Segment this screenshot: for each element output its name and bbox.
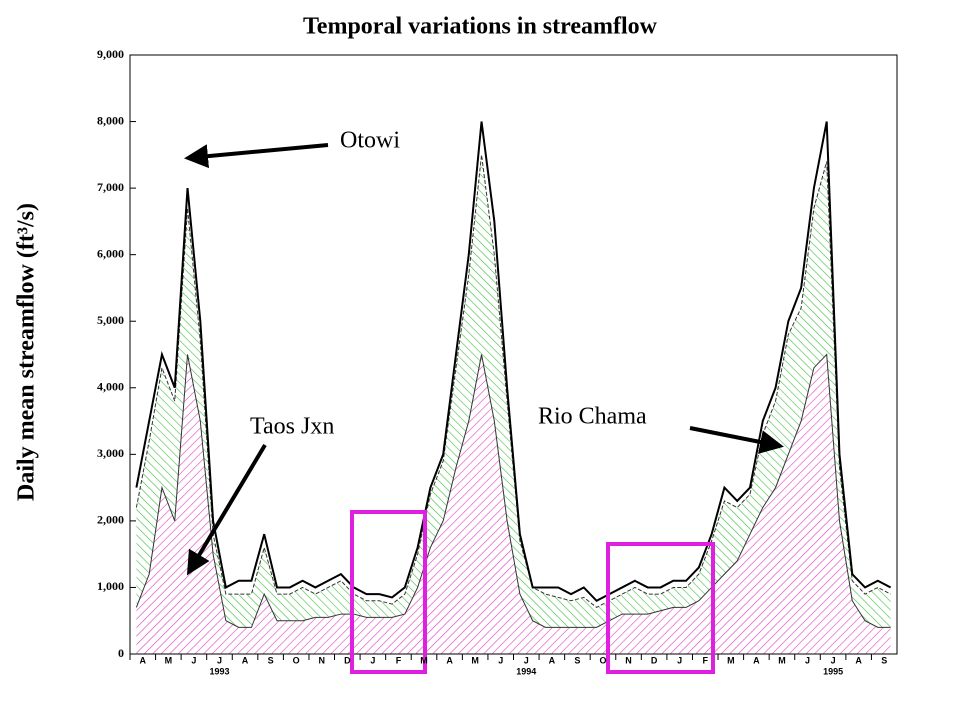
arrow xyxy=(689,426,784,454)
chart-title: Temporal variations in streamflow xyxy=(303,14,658,40)
x-tick-label: S xyxy=(268,655,274,665)
x-tick-label: M xyxy=(727,655,735,665)
x-tick-label: A xyxy=(753,655,760,665)
y-tick-label: 1,000 xyxy=(97,579,124,593)
x-tick-label: F xyxy=(703,655,709,665)
x-tick-label: J xyxy=(370,655,375,665)
x-tick-label: D xyxy=(344,655,351,665)
area-fill xyxy=(136,154,891,628)
x-tick-label: J xyxy=(805,655,810,665)
x-tick-label: J xyxy=(498,655,503,665)
annotation: Taos Jxn xyxy=(250,414,334,440)
x-tick-label: F xyxy=(396,655,402,665)
year-label: 1994 xyxy=(516,666,536,676)
arrow xyxy=(184,143,329,169)
y-tick-label: 8,000 xyxy=(97,113,124,127)
x-tick-label: J xyxy=(191,655,196,665)
x-tick-label: D xyxy=(651,655,658,665)
y-tick-label: 4,000 xyxy=(97,380,124,394)
x-tick-label: N xyxy=(319,655,326,665)
area-line xyxy=(135,154,891,609)
x-tick-label: J xyxy=(831,655,836,665)
x-tick-label: A xyxy=(140,655,147,665)
x-tick-label: A xyxy=(549,655,556,665)
x-tick-label: M xyxy=(165,655,173,665)
y-axis-label: Daily mean streamflow (ft³/s) xyxy=(14,203,40,501)
y-tick-label: 5,000 xyxy=(97,313,124,327)
x-tick-label: O xyxy=(293,655,300,665)
annotation: Rio Chama xyxy=(538,404,647,430)
year-label: 1995 xyxy=(823,666,843,676)
y-tick-label: 2,000 xyxy=(97,513,124,527)
x-tick-label: O xyxy=(599,655,606,665)
x-tick-label: M xyxy=(471,655,479,665)
x-tick-label: A xyxy=(242,655,249,665)
x-tick-label: A xyxy=(446,655,453,665)
area-fill xyxy=(136,354,891,654)
highlight-box xyxy=(350,510,427,674)
highlight-box xyxy=(606,542,715,674)
x-tick-label: S xyxy=(881,655,887,665)
plot-area xyxy=(135,121,892,654)
x-tick-label: J xyxy=(677,655,682,665)
y-tick-label: 0 xyxy=(118,646,124,660)
x-tick-label: J xyxy=(217,655,222,665)
y-tick-label: 3,000 xyxy=(97,446,124,460)
x-tick-label: J xyxy=(524,655,529,665)
year-label: 1993 xyxy=(209,666,229,676)
x-tick-label: M xyxy=(420,655,428,665)
y-tick-label: 7,000 xyxy=(97,180,124,194)
x-tick-label: A xyxy=(855,655,862,665)
y-tick-label: 6,000 xyxy=(97,246,124,260)
line xyxy=(135,121,892,602)
y-tick-label: 9,000 xyxy=(97,47,124,61)
arrow xyxy=(186,443,267,576)
annotation: Otowi xyxy=(340,128,400,154)
x-tick-label: S xyxy=(574,655,580,665)
area-line xyxy=(135,353,891,628)
x-tick-label: M xyxy=(778,655,786,665)
x-tick-label: N xyxy=(625,655,632,665)
